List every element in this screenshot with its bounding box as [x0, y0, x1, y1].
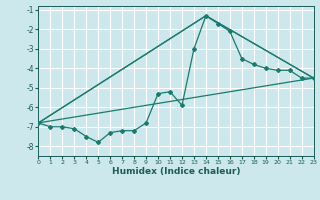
X-axis label: Humidex (Indice chaleur): Humidex (Indice chaleur)	[112, 167, 240, 176]
